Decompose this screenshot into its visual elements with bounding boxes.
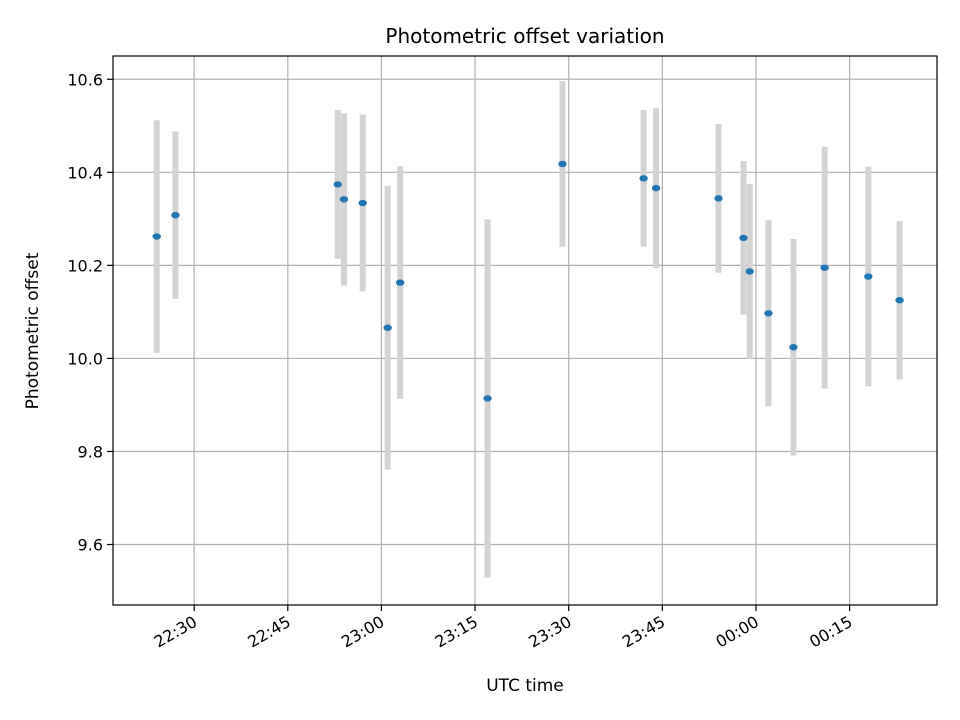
y-tick-label: 10.6	[67, 70, 103, 89]
y-tick-label: 10.2	[67, 256, 103, 275]
data-point	[820, 264, 829, 271]
data-point	[558, 160, 567, 168]
data-point	[651, 184, 661, 192]
x-tick-label: 23:45	[619, 612, 668, 652]
data-point	[745, 268, 754, 275]
data-point	[739, 234, 748, 242]
x-tick-label: 22:30	[151, 612, 200, 652]
x-axis-title: UTC time	[486, 676, 564, 696]
data-point	[864, 273, 873, 280]
y-axis: 9.6 9.8 10.0 10.2 10.4 10.6	[67, 70, 113, 555]
y-tick-label: 9.6	[78, 536, 103, 555]
x-tick-label: 23:00	[338, 612, 387, 652]
data-point	[383, 324, 392, 331]
x-tick-label: 00:15	[806, 612, 855, 652]
x-tick-label: 22:45	[244, 612, 293, 652]
x-axis: 22:30 22:45 23:00 23:15 23:30 23:45 00:00 00:15	[151, 605, 856, 652]
x-tick-label: 00:00	[713, 612, 762, 652]
data-point	[895, 297, 904, 304]
plot-frame	[112, 55, 938, 606]
data-point	[483, 395, 492, 402]
x-tick-label: 23:15	[432, 612, 481, 652]
y-axis-title: Photometric offset	[23, 252, 43, 409]
data-points	[152, 160, 904, 402]
data-point	[152, 233, 161, 240]
data-point	[639, 175, 648, 182]
data-point	[339, 196, 349, 203]
data-point	[171, 211, 180, 219]
error-bars	[153, 81, 903, 578]
chart-title: Photometric offset variation	[385, 24, 664, 48]
y-tick-label: 9.8	[78, 442, 103, 461]
data-point	[764, 310, 773, 317]
data-point	[789, 344, 798, 351]
data-point	[714, 195, 723, 202]
grid	[113, 56, 937, 605]
data-point	[333, 181, 342, 188]
x-tick-label: 23:30	[525, 612, 574, 652]
y-tick-label: 10.4	[67, 163, 103, 182]
data-point	[395, 279, 405, 286]
data-point	[358, 199, 367, 207]
y-tick-label: 10.0	[67, 349, 103, 368]
